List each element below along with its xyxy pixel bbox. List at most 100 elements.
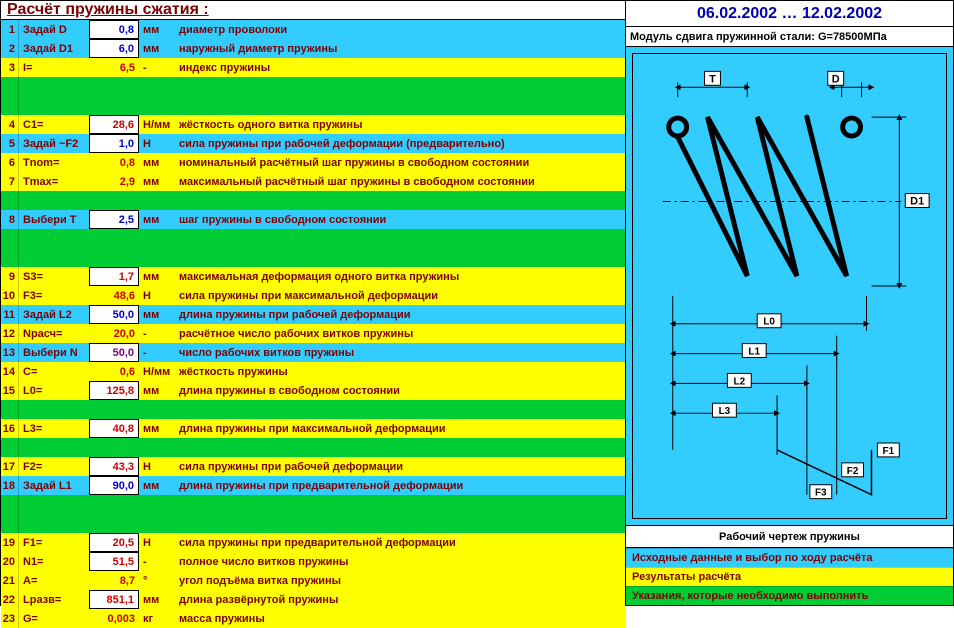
- row-number: [1, 248, 19, 267]
- row-value: [89, 514, 139, 533]
- param-row: 14C=0,6Н/ммжёсткость пружины: [1, 362, 625, 381]
- row-number: 7: [1, 172, 19, 191]
- row-unit: Н/мм: [139, 362, 175, 381]
- dim-F3: F3: [815, 488, 827, 499]
- row-unit: -: [139, 58, 175, 77]
- row-label: Lразв=: [19, 590, 89, 609]
- row-value[interactable]: 50,0: [89, 305, 139, 324]
- row-desc: [175, 96, 625, 115]
- param-row: [1, 438, 625, 457]
- row-number: 15: [1, 381, 19, 400]
- row-value: 8,7: [89, 571, 139, 590]
- row-label: I=: [19, 58, 89, 77]
- row-number: [1, 191, 19, 210]
- row-desc: максимальный расчётный шаг пружины в сво…: [175, 172, 625, 191]
- row-value[interactable]: 125,8: [89, 381, 139, 400]
- row-label: S3=: [19, 267, 89, 286]
- param-row: 11Задай L250,0ммдлина пружины при рабоче…: [1, 305, 625, 324]
- row-value[interactable]: 851,1: [89, 590, 139, 609]
- row-unit: [139, 514, 175, 533]
- row-label: Задай D1: [19, 39, 89, 58]
- row-number: 8: [1, 210, 19, 229]
- row-desc: [175, 400, 625, 419]
- row-number: 17: [1, 457, 19, 476]
- row-number: 10: [1, 286, 19, 305]
- row-value[interactable]: 20,5: [89, 533, 139, 552]
- row-value[interactable]: 43,3: [89, 457, 139, 476]
- dim-D1: D1: [910, 196, 924, 208]
- row-value[interactable]: 90,0: [89, 476, 139, 495]
- row-value[interactable]: 1,7: [89, 267, 139, 286]
- row-number: [1, 400, 19, 419]
- row-number: 3: [1, 58, 19, 77]
- row-desc: жёсткость пружины: [175, 362, 625, 381]
- param-row: 20N1=51,5-полное число витков пружины: [1, 552, 625, 571]
- row-value[interactable]: 6,0: [89, 39, 139, 58]
- row-label: F3=: [19, 286, 89, 305]
- row-label: C=: [19, 362, 89, 381]
- row-desc: длина развёрнутой пружины: [175, 590, 625, 609]
- row-number: 1: [1, 20, 19, 39]
- row-desc: расчётное число рабочих витков пружины: [175, 324, 625, 343]
- row-label: F1=: [19, 533, 89, 552]
- row-desc: сила пружины при рабочей деформации: [175, 457, 625, 476]
- date-range: 06.02.2002 … 12.02.2002: [626, 1, 953, 27]
- row-value: [89, 191, 139, 210]
- row-number: 12: [1, 324, 19, 343]
- param-row: 7Tmax=2,9мммаксимальный расчётный шаг пр…: [1, 172, 625, 191]
- row-unit: °: [139, 571, 175, 590]
- row-label: Nрасч=: [19, 324, 89, 343]
- param-row: [1, 229, 625, 248]
- param-row: 2Задай D16,0ммнаружный диаметр пружины: [1, 39, 625, 58]
- row-desc: сила пружины при максимальной деформации: [175, 286, 625, 305]
- param-row: [1, 248, 625, 267]
- row-number: [1, 96, 19, 115]
- dim-L0: L0: [763, 317, 775, 328]
- row-number: 9: [1, 267, 19, 286]
- page-title: Расчёт пружины сжатия :: [1, 1, 625, 20]
- row-value[interactable]: 2,5: [89, 210, 139, 229]
- row-label: G=: [19, 609, 89, 628]
- param-row: 16L3=40,8ммдлина пружины при максимально…: [1, 419, 625, 438]
- row-value[interactable]: 40,8: [89, 419, 139, 438]
- row-number: 11: [1, 305, 19, 324]
- row-label: L0=: [19, 381, 89, 400]
- param-row: 17F2=43,3Нсила пружины при рабочей дефор…: [1, 457, 625, 476]
- row-value: 20,0: [89, 324, 139, 343]
- row-number: [1, 495, 19, 514]
- row-value[interactable]: 51,5: [89, 552, 139, 571]
- row-unit: мм: [139, 172, 175, 191]
- row-value[interactable]: 28,6: [89, 115, 139, 134]
- row-label: [19, 96, 89, 115]
- row-number: 20: [1, 552, 19, 571]
- row-value: 48,6: [89, 286, 139, 305]
- row-desc: [175, 495, 625, 514]
- row-label: Tmax=: [19, 172, 89, 191]
- row-unit: Н: [139, 457, 175, 476]
- param-row: [1, 77, 625, 96]
- row-unit: Н: [139, 533, 175, 552]
- row-number: 22: [1, 590, 19, 609]
- row-value: [89, 229, 139, 248]
- row-unit: мм: [139, 210, 175, 229]
- row-desc: максимальная деформация одного витка пру…: [175, 267, 625, 286]
- row-unit: -: [139, 552, 175, 571]
- row-value[interactable]: 0,8: [89, 20, 139, 39]
- row-value[interactable]: 50,0: [89, 343, 139, 362]
- dim-D: D: [832, 73, 840, 85]
- row-unit: кг: [139, 609, 175, 628]
- dim-L1: L1: [748, 347, 760, 358]
- row-unit: Н: [139, 134, 175, 153]
- param-row: 23G=0,003кгмасса пружины: [1, 609, 625, 628]
- row-desc: длина пружины при рабочей деформации: [175, 305, 625, 324]
- row-desc: наружный диаметр пружины: [175, 39, 625, 58]
- row-label: Выбери T: [19, 210, 89, 229]
- row-desc: сила пружины при предварительной деформа…: [175, 533, 625, 552]
- param-row: 21A=8,7°угол подъёма витка пружины: [1, 571, 625, 590]
- row-unit: мм: [139, 20, 175, 39]
- row-value: 0,6: [89, 362, 139, 381]
- param-row: 18Задай L190,0ммдлина пружины при предва…: [1, 476, 625, 495]
- row-value[interactable]: 1,0: [89, 134, 139, 153]
- row-unit: мм: [139, 381, 175, 400]
- legend-item: Результаты расчёта: [626, 567, 953, 586]
